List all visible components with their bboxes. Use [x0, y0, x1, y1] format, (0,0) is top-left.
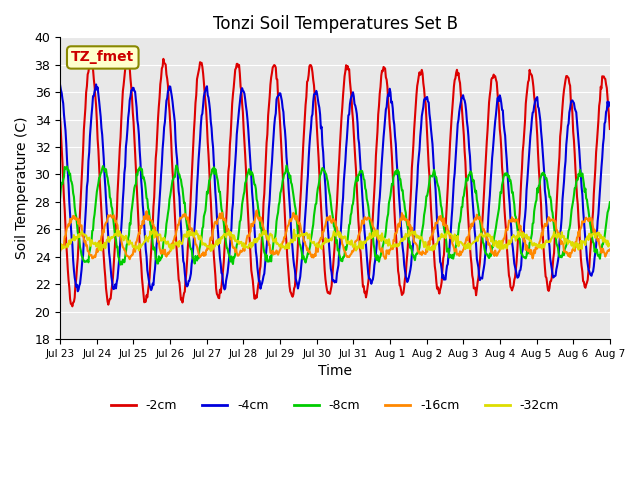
X-axis label: Time: Time — [318, 364, 352, 378]
Text: TZ_fmet: TZ_fmet — [71, 50, 134, 64]
Title: Tonzi Soil Temperatures Set B: Tonzi Soil Temperatures Set B — [212, 15, 458, 33]
Y-axis label: Soil Temperature (C): Soil Temperature (C) — [15, 117, 29, 259]
Legend: -2cm, -4cm, -8cm, -16cm, -32cm: -2cm, -4cm, -8cm, -16cm, -32cm — [106, 394, 564, 417]
